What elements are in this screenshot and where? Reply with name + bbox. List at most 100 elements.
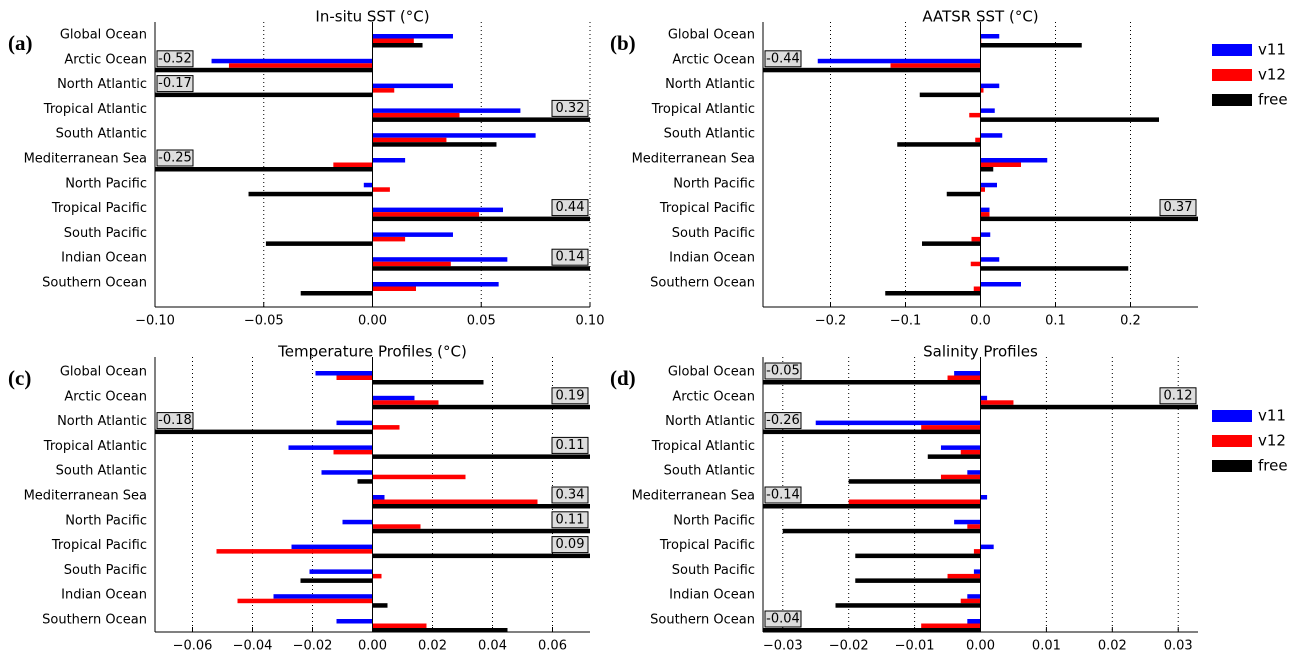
x-tick-label: −0.1 xyxy=(890,314,922,329)
bar xyxy=(651,68,981,73)
bar xyxy=(212,59,373,64)
bar xyxy=(967,524,980,529)
bar xyxy=(217,549,373,554)
bar xyxy=(373,138,447,143)
category-label: Arctic Ocean xyxy=(64,389,147,404)
legend-swatch xyxy=(1212,69,1252,81)
value-label: -0.17 xyxy=(158,76,192,91)
bar xyxy=(373,603,388,608)
bar xyxy=(373,113,460,118)
bar xyxy=(373,133,536,138)
x-tick-label: 0.02 xyxy=(418,639,447,654)
legend-label: free xyxy=(1258,91,1288,109)
category-label: North Atlantic xyxy=(57,77,147,92)
bar xyxy=(373,405,943,410)
bar xyxy=(373,158,406,163)
legend-label: free xyxy=(1258,457,1288,475)
x-tick-label: −0.05 xyxy=(244,314,284,329)
bar xyxy=(274,594,373,599)
bar xyxy=(981,84,1000,89)
bar xyxy=(373,282,499,287)
category-label: Tropical Atlantic xyxy=(651,102,755,117)
bar xyxy=(961,599,981,604)
bar xyxy=(322,470,373,475)
bar xyxy=(373,495,385,500)
bar xyxy=(981,495,988,500)
bar xyxy=(0,430,373,435)
bar xyxy=(921,425,980,430)
panel-label: (d) xyxy=(610,366,636,390)
category-label: South Atlantic xyxy=(664,464,755,479)
bar xyxy=(981,545,994,550)
bar xyxy=(373,287,417,292)
category-label: North Atlantic xyxy=(57,414,147,429)
category-label: South Atlantic xyxy=(56,127,147,142)
bar xyxy=(373,454,703,459)
bar xyxy=(981,108,995,113)
bar xyxy=(373,396,415,401)
category-label: Arctic Ocean xyxy=(672,52,755,67)
bar xyxy=(0,430,981,435)
bar xyxy=(266,241,373,246)
bar xyxy=(922,241,981,246)
bar xyxy=(885,291,980,296)
category-label: North Atlantic xyxy=(665,414,755,429)
x-tick-label: −0.10 xyxy=(135,314,175,329)
bar xyxy=(969,113,980,118)
bar xyxy=(3,93,373,98)
x-tick-label: 0.03 xyxy=(1164,639,1193,654)
bar xyxy=(967,619,980,624)
bar xyxy=(981,396,988,401)
bar xyxy=(897,142,980,147)
bar xyxy=(849,500,981,505)
value-label: -0.04 xyxy=(766,612,800,627)
value-label: 0.12 xyxy=(1164,388,1193,403)
bar xyxy=(981,34,1000,39)
value-label: 0.34 xyxy=(556,488,585,503)
legend-swatch xyxy=(1212,435,1252,447)
bar xyxy=(373,88,395,93)
bar xyxy=(373,208,504,213)
legend-swatch xyxy=(1212,410,1252,422)
bar xyxy=(783,529,981,534)
bar xyxy=(981,257,1000,262)
category-label: Global Ocean xyxy=(60,365,147,380)
category-label: North Pacific xyxy=(673,176,755,191)
bar xyxy=(891,63,981,68)
bar xyxy=(0,167,373,172)
category-label: Tropical Atlantic xyxy=(651,439,755,454)
x-tick-label: 0.01 xyxy=(1032,639,1061,654)
legend-label: v11 xyxy=(1258,41,1286,59)
value-label: -0.05 xyxy=(766,364,800,379)
category-label: South Atlantic xyxy=(664,127,755,142)
x-tick-label: 0.06 xyxy=(538,639,567,654)
x-tick-label: 0.02 xyxy=(1098,639,1127,654)
bar xyxy=(0,68,373,73)
x-tick-label: −0.02 xyxy=(293,639,333,654)
bar xyxy=(981,282,1022,287)
category-label: Arctic Ocean xyxy=(672,389,755,404)
bar xyxy=(981,187,986,192)
bar xyxy=(855,554,980,559)
x-tick-label: −0.2 xyxy=(815,314,847,329)
bar xyxy=(301,291,373,296)
bar xyxy=(981,217,1259,222)
bar xyxy=(373,425,400,430)
bar xyxy=(981,212,990,217)
bar xyxy=(373,117,1069,122)
category-label: North Pacific xyxy=(65,513,147,528)
category-label: Global Ocean xyxy=(668,365,755,380)
bar xyxy=(289,445,373,450)
category-label: South Pacific xyxy=(64,226,147,241)
bar xyxy=(981,400,1014,405)
category-label: Arctic Ocean xyxy=(64,52,147,67)
bar xyxy=(981,43,1082,48)
category-label: Southern Ocean xyxy=(42,276,147,291)
category-label: South Pacific xyxy=(672,563,755,578)
bar xyxy=(920,93,981,98)
category-label: Global Ocean xyxy=(668,28,755,43)
x-tick-label: 0.1 xyxy=(1045,314,1066,329)
